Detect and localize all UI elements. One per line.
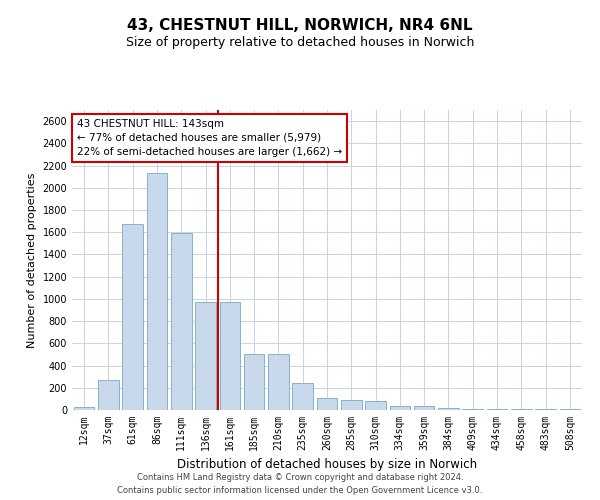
Bar bbox=[317, 398, 337, 410]
Text: 43 CHESTNUT HILL: 143sqm
← 77% of detached houses are smaller (5,979)
22% of sem: 43 CHESTNUT HILL: 143sqm ← 77% of detach… bbox=[77, 119, 342, 157]
Bar bbox=[220, 302, 240, 410]
Bar bbox=[74, 407, 94, 410]
Bar bbox=[535, 408, 556, 410]
Bar bbox=[365, 400, 386, 410]
Y-axis label: Number of detached properties: Number of detached properties bbox=[27, 172, 37, 348]
Bar bbox=[171, 234, 191, 410]
Bar bbox=[98, 380, 119, 410]
Bar bbox=[292, 383, 313, 410]
Bar bbox=[244, 354, 265, 410]
Bar bbox=[146, 174, 167, 410]
Bar bbox=[389, 406, 410, 410]
Bar bbox=[195, 302, 216, 410]
Bar bbox=[341, 400, 362, 410]
Bar bbox=[414, 406, 434, 410]
Bar bbox=[122, 224, 143, 410]
Bar bbox=[268, 354, 289, 410]
Text: Contains HM Land Registry data © Crown copyright and database right 2024.
Contai: Contains HM Land Registry data © Crown c… bbox=[118, 474, 482, 495]
Text: Size of property relative to detached houses in Norwich: Size of property relative to detached ho… bbox=[126, 36, 474, 49]
Bar bbox=[463, 409, 483, 410]
Bar bbox=[487, 408, 508, 410]
X-axis label: Distribution of detached houses by size in Norwich: Distribution of detached houses by size … bbox=[177, 458, 477, 471]
Bar bbox=[438, 408, 459, 410]
Text: 43, CHESTNUT HILL, NORWICH, NR4 6NL: 43, CHESTNUT HILL, NORWICH, NR4 6NL bbox=[127, 18, 473, 32]
